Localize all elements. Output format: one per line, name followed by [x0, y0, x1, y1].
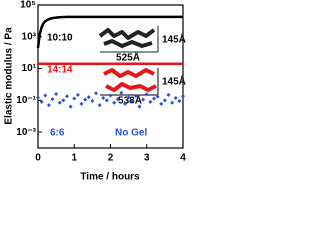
annotation: 145Å: [162, 33, 186, 46]
y-tick-label: 10³: [22, 31, 37, 42]
point: [97, 103, 102, 108]
page: Elastic modulus / Pa Time / hours No Gel…: [3, 0, 187, 183]
y-tick-label: 10⁻¹: [16, 95, 36, 106]
series-label: 6:6: [50, 128, 65, 139]
series-line: [36, 15, 183, 49]
point: [144, 92, 149, 97]
point: [61, 98, 66, 103]
point: [101, 96, 106, 101]
y-tick-label: 10⁵: [20, 0, 36, 11]
x-tick-label: 1: [71, 153, 77, 164]
chart: Elastic modulus / Pa Time / hours No Gel…: [4, 0, 187, 183]
point: [137, 104, 142, 109]
point: [181, 94, 185, 99]
point: [94, 91, 98, 96]
point: [57, 100, 62, 105]
point: [119, 90, 124, 95]
point: [39, 99, 44, 104]
molecule: [105, 82, 157, 92]
x-tick-label: 2: [108, 153, 114, 164]
point: [54, 92, 59, 97]
point: [133, 93, 138, 98]
point: [130, 99, 135, 104]
annotation: 145Å: [162, 75, 186, 88]
point: [112, 100, 117, 105]
point: [72, 96, 77, 101]
x-tick-label: 4: [180, 153, 186, 164]
point: [123, 101, 127, 106]
point: [68, 104, 73, 109]
inset-black: [98, 26, 159, 53]
point: [36, 95, 40, 100]
molecule: [103, 39, 153, 48]
point: [83, 97, 88, 102]
point: [126, 95, 131, 100]
point: [115, 97, 120, 102]
point: [104, 98, 109, 103]
y-axis-label: Elastic modulus / Pa: [4, 27, 15, 125]
y-tick-label: 10¹: [22, 63, 37, 74]
point: [152, 96, 156, 101]
annotation: No Gel: [115, 128, 147, 139]
x-axis-label: Time / hours: [80, 172, 140, 183]
point: [173, 96, 178, 101]
point: [166, 92, 171, 97]
point: [75, 92, 80, 97]
point: [43, 93, 48, 98]
series-label: 14:14: [47, 65, 73, 76]
point: [170, 100, 175, 105]
molecule: [98, 28, 156, 40]
inset-red: [100, 68, 159, 96]
y-tick-label: 10⁻³: [16, 127, 36, 138]
molecule: [103, 68, 155, 78]
point: [90, 99, 95, 104]
point: [65, 94, 69, 99]
x-tick-label: 3: [144, 153, 150, 164]
point: [155, 94, 160, 99]
point: [50, 97, 55, 102]
point: [46, 103, 51, 108]
point: [177, 99, 182, 104]
point: [159, 101, 164, 106]
point: [86, 95, 91, 100]
annotation: 538Å: [118, 94, 142, 107]
point: [108, 93, 113, 98]
point: [141, 97, 146, 102]
point: [79, 101, 84, 106]
point: [148, 99, 153, 104]
x-tick-label: 0: [35, 153, 41, 164]
annotation: 525Å: [116, 51, 140, 64]
series-label: 10:10: [47, 33, 73, 44]
point: [162, 98, 167, 103]
